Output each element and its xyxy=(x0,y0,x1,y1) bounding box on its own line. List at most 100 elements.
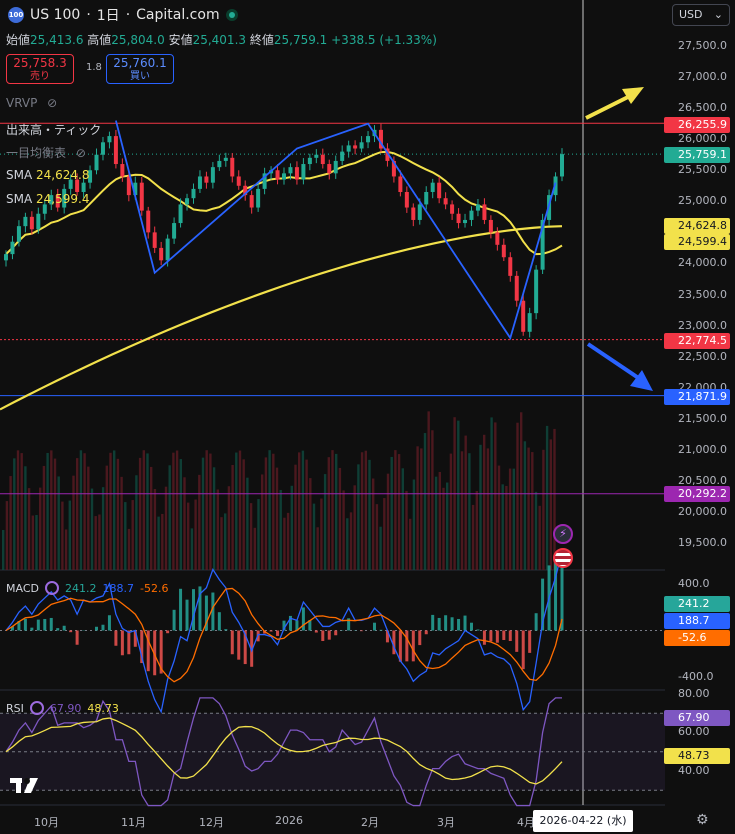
eye-hidden-icon[interactable]: ⊘ xyxy=(47,96,58,110)
sma-slow-label[interactable]: SMA 24,599.4 xyxy=(6,192,90,206)
candle-body xyxy=(469,210,474,220)
tradingview-logo[interactable] xyxy=(10,778,38,793)
volume-bar xyxy=(205,450,208,570)
rsi-ma-line xyxy=(5,717,563,785)
candle-body xyxy=(62,188,67,208)
candle-body xyxy=(398,176,403,192)
macd-histogram-bar xyxy=(360,630,364,632)
volume-bar xyxy=(9,476,12,570)
sma-fast-label[interactable]: SMA 24,624.8 xyxy=(6,168,90,182)
macd-histogram-bar xyxy=(450,617,454,631)
currency-select[interactable]: USD ⌄ xyxy=(672,4,730,26)
macd-histogram-bar xyxy=(172,609,176,631)
candle-body xyxy=(256,188,261,208)
macd-histogram-bar xyxy=(243,630,247,665)
macd-histogram-bar xyxy=(444,615,448,631)
candle-body xyxy=(456,213,461,224)
volume-tick-label[interactable]: 出来高・ティック xyxy=(6,123,102,137)
volume-bar xyxy=(127,528,131,570)
lightning-event-icon[interactable]: ⚡ xyxy=(553,524,573,544)
volume-bar xyxy=(312,503,316,570)
candle-body xyxy=(495,232,500,245)
buy-button[interactable]: 25,760.1 買い xyxy=(106,54,174,84)
volume-bar xyxy=(209,453,212,570)
volume-bar xyxy=(290,485,293,570)
candle-body xyxy=(430,182,435,192)
volume-bar xyxy=(105,465,108,570)
eye-hidden-icon[interactable]: ⊘ xyxy=(75,146,86,160)
volume-bar xyxy=(342,490,345,570)
volume-bar xyxy=(120,476,123,570)
volume-bar xyxy=(431,430,434,570)
volume-bar xyxy=(16,450,20,570)
macd-line xyxy=(5,550,563,714)
macd-histogram-bar xyxy=(43,618,47,631)
candle-body xyxy=(172,223,177,239)
volume-bar xyxy=(212,467,216,570)
ichimoku-indicator[interactable]: 一目均衡表 ⊘ xyxy=(6,146,86,160)
volume-bar xyxy=(531,452,534,570)
volume-bar xyxy=(545,425,549,570)
volume-bar xyxy=(479,444,482,570)
volume-bar xyxy=(150,466,153,570)
indicator-tick-label: 80.00 xyxy=(678,687,710,700)
data-source: Capital.com xyxy=(136,7,220,23)
candle-body xyxy=(391,160,396,177)
rsi-label[interactable]: RSI 67.90 48.73 xyxy=(6,701,119,715)
volume-bar xyxy=(460,451,464,570)
volume-bar xyxy=(64,529,68,570)
volume-bar xyxy=(138,457,142,570)
volume-bar xyxy=(390,456,393,570)
macd-label[interactable]: MACD 241.2 188.7 -52.6 xyxy=(6,581,169,595)
volume-bar xyxy=(534,491,538,570)
macd-histogram-bar xyxy=(23,618,27,631)
yellow-up-arrow[interactable] xyxy=(585,87,644,120)
macd-histogram-bar xyxy=(508,630,512,642)
candle-body xyxy=(210,167,215,183)
volume-bar xyxy=(50,450,53,570)
candle-body xyxy=(320,154,325,165)
candle-body xyxy=(488,219,493,233)
w-pattern-drawing[interactable] xyxy=(115,120,557,341)
macd-histogram-bar xyxy=(107,615,111,631)
volume-bar xyxy=(61,501,64,570)
settings-gear-icon[interactable]: ⚙ xyxy=(696,812,709,828)
chevron-down-icon: ⌄ xyxy=(713,8,723,21)
us-flag-event-icon[interactable] xyxy=(553,548,573,568)
blue-down-arrow[interactable] xyxy=(586,342,653,391)
volume-bar xyxy=(494,422,497,570)
candle-body xyxy=(527,313,532,332)
volume-bar xyxy=(383,498,386,570)
interval[interactable]: 1日 xyxy=(96,8,120,24)
volume-bar xyxy=(157,516,160,570)
candle-body xyxy=(482,204,487,220)
macd-histogram-bar xyxy=(560,562,564,631)
price-tick-label: 21,500.0 xyxy=(678,411,727,425)
sell-button[interactable]: 25,758.3 売り xyxy=(6,54,74,84)
volume-bar xyxy=(94,516,97,570)
indicator-tick-label: 40.00 xyxy=(678,764,710,777)
volume-bar xyxy=(238,450,242,570)
macd-histogram-bar xyxy=(476,629,480,631)
symbol-header[interactable]: 100 US 100 · 1日 · Capital.com xyxy=(8,5,238,25)
macd-histogram-bar xyxy=(10,626,14,631)
volume-bar xyxy=(142,450,145,570)
candle-body xyxy=(508,257,513,276)
vrvp-indicator[interactable]: VRVP ⊘ xyxy=(6,96,58,110)
volume-bar xyxy=(471,504,475,570)
volume-bar xyxy=(201,457,205,570)
candle-body xyxy=(243,185,248,196)
macd-histogram-bar xyxy=(127,630,131,655)
macd-histogram-bar xyxy=(146,630,150,672)
candle-body xyxy=(327,164,332,174)
price-tick-label: 25,000.0 xyxy=(678,194,727,208)
price-tick-label: 24,000.0 xyxy=(678,256,727,270)
volume-bar xyxy=(368,459,371,570)
us100-logo-icon: 100 xyxy=(8,7,24,23)
volume-bar xyxy=(298,452,301,570)
volume-line-price-tag: 20,292.2 xyxy=(664,486,730,502)
volume-bar xyxy=(146,453,149,570)
candle-body xyxy=(133,182,138,196)
macd-histogram-bar xyxy=(334,630,338,636)
